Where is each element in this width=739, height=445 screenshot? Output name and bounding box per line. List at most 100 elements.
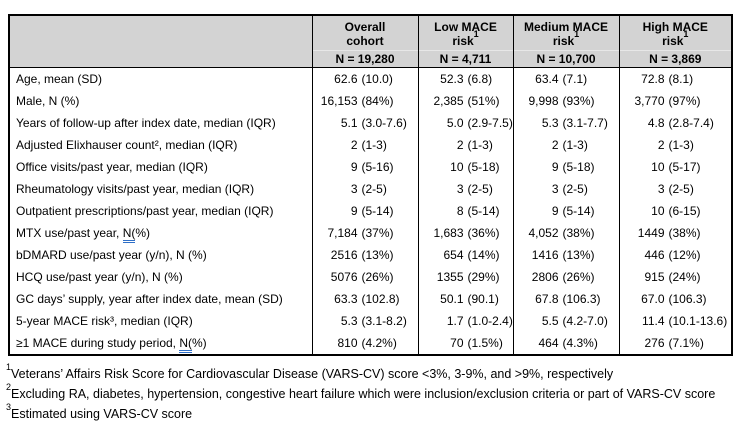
row-label: Years of follow-up after index date, med…	[8, 112, 313, 134]
value-cell: 5.3 (3.1-8.2)	[311, 310, 419, 332]
value-cell: 67.8 (106.3)	[512, 288, 620, 310]
table-row: bDMARD use/past year (y/n), N (%) 2516 (13…	[8, 244, 733, 266]
value-cell: 3 (2-5)	[512, 178, 620, 200]
row-label: 5-year MACE risk³, median (IQR)	[8, 310, 313, 332]
value-cell: 9 (5-16)	[311, 156, 419, 178]
table-row: MTX use/past year, N(%) 7,184 (37%) 1,683 (3…	[8, 222, 733, 244]
table-row: HCQ use/past year (y/n), N (%) 5076 (26%) 1…	[8, 266, 733, 288]
value-cell: 654 (14%)	[417, 244, 514, 266]
footnote-2: 2Excluding RA, diabetes, hypertension, c…	[6, 381, 735, 403]
table-row: Office visits/past year, median (IQR) 9 (5…	[8, 156, 733, 178]
footnote-3-text: Estimated using VARS-CV score	[11, 407, 193, 421]
footnote-1-text: Veterans’ Affairs Risk Score for Cardiov…	[11, 367, 614, 381]
footnote-2-marker: 2	[6, 381, 12, 392]
row-label: Age, mean (SD)	[8, 67, 313, 90]
value-cell: 70 (1.5%)	[417, 332, 514, 355]
table-row: Adjusted Elixhauser count², median (IQR)…	[8, 134, 733, 156]
row-label: Male, N (%)	[8, 90, 313, 112]
value-cell: 63.3 (102.8)	[311, 288, 419, 310]
footnote-1: 1Veterans’ Affairs Risk Score for Cardio…	[6, 361, 735, 383]
value-cell: 5.0 (2.9-7.5)	[417, 112, 514, 134]
value-cell: 50.1 (90.1)	[417, 288, 514, 310]
header-row: Overall cohort N = 19,280 Low MACE risk1 N = …	[8, 14, 733, 68]
column-header-4: High MACE risk1 N = 3,869	[618, 14, 733, 68]
value-cell: 276 (7.1%)	[618, 332, 733, 355]
row-label: Outpatient prescriptions/past year, medi…	[8, 200, 313, 222]
value-cell: 9 (5-18)	[512, 156, 620, 178]
value-cell: 2516 (13%)	[311, 244, 419, 266]
column-title: Low MACE risk1	[434, 20, 497, 48]
value-cell: 1449 (38%)	[618, 222, 733, 244]
value-cell: 52.3 (6.8)	[417, 67, 514, 90]
value-cell: 1,683 (36%)	[417, 222, 514, 244]
value-cell: 4.8 (2.8-7.4)	[618, 112, 733, 134]
value-cell: 3 (2-5)	[311, 178, 419, 200]
value-cell: 11.4 (10.1-13.6)	[618, 310, 733, 332]
corner-cell	[8, 14, 313, 68]
value-cell: 1355 (29%)	[417, 266, 514, 288]
table-row: Years of follow-up after index date, med…	[8, 112, 733, 134]
value-cell: 446 (12%)	[618, 244, 733, 266]
row-label: bDMARD use/past year (y/n), N (%)	[8, 244, 313, 266]
value-cell: 10 (5-17)	[618, 156, 733, 178]
value-cell: 810 (4.2%)	[311, 332, 419, 355]
column-header-3: Medium MACE risk1 N = 10,700	[512, 14, 620, 68]
value-cell: 1.7 (1.0-2.4)	[417, 310, 514, 332]
value-cell: 3,770 (97%)	[618, 90, 733, 112]
footnote-2-text: Excluding RA, diabetes, hypertension, co…	[11, 387, 716, 401]
column-header-2: Low MACE risk1 N = 4,711	[417, 14, 514, 68]
row-label: Office visits/past year, median (IQR)	[8, 156, 313, 178]
row-label: GC days’ supply, year after index date, …	[8, 288, 313, 310]
column-title: Overall cohort	[344, 20, 386, 48]
header-divider	[418, 50, 513, 51]
table-row: GC days’ supply, year after index date, …	[8, 288, 733, 310]
value-cell: 9 (5-14)	[311, 200, 419, 222]
column-n-count: N = 19,280	[335, 52, 395, 66]
row-label: Adjusted Elixhauser count², median (IQR)	[8, 134, 313, 156]
value-cell: 5.3 (3.1-7.7)	[512, 112, 620, 134]
value-cell: 1416 (13%)	[512, 244, 620, 266]
column-header-1: Overall cohort N = 19,280	[311, 14, 419, 68]
value-cell: 9 (5-14)	[512, 200, 620, 222]
value-cell: 464 (4.3%)	[512, 332, 620, 355]
value-cell: 63.4 (7.1)	[512, 67, 620, 90]
grammar-underline: N(	[122, 226, 136, 243]
value-cell: 9,998 (93%)	[512, 90, 620, 112]
header-divider	[312, 50, 418, 51]
footnote-1-marker: 1	[6, 361, 12, 372]
value-cell: 2806 (26%)	[512, 266, 620, 288]
value-cell: 72.8 (8.1)	[618, 67, 733, 90]
table-row: Outpatient prescriptions/past year, medi…	[8, 200, 733, 222]
row-label: MTX use/past year, N(%)	[8, 222, 313, 244]
value-cell: 5.1 (3.0-7.6)	[311, 112, 419, 134]
value-cell: 7,184 (37%)	[311, 222, 419, 244]
column-n-count: N = 4,711	[439, 52, 492, 66]
value-cell: 3 (2-5)	[417, 178, 514, 200]
value-cell: 2,385 (51%)	[417, 90, 514, 112]
footnotes: 1Veterans’ Affairs Risk Score for Cardio…	[6, 361, 735, 425]
column-n-count: N = 10,700	[536, 52, 596, 66]
header-divider	[619, 50, 731, 51]
row-label: ≥1 MACE during study period, N(%)	[8, 332, 313, 355]
table-row: Age, mean (SD) 62.6 (10.0) 52.3 (6.8) 63.4 (7.…	[8, 67, 733, 90]
grammar-underline: N(	[179, 336, 193, 353]
value-cell: 10 (5-18)	[417, 156, 514, 178]
value-cell: 16,153 (84%)	[311, 90, 419, 112]
value-cell: 5.5 (4.2-7.0)	[512, 310, 620, 332]
header-divider	[513, 50, 619, 51]
value-cell: 8 (5-14)	[417, 200, 514, 222]
value-cell: 5076 (26%)	[311, 266, 419, 288]
table-row: Male, N (%) 16,153 (84%) 2,385 (51%) 9,998 (93…	[8, 90, 733, 112]
footnote-3: 3Estimated using VARS-CV score	[6, 401, 735, 423]
row-label: HCQ use/past year (y/n), N (%)	[8, 266, 313, 288]
footnote-3-marker: 3	[6, 401, 12, 412]
value-cell: 62.6 (10.0)	[311, 67, 419, 90]
value-cell: 4,052 (38%)	[512, 222, 620, 244]
baseline-characteristics-table: Overall cohort N = 19,280 Low MACE risk1 N = …	[8, 14, 733, 356]
value-cell: 67.0 (106.3)	[618, 288, 733, 310]
value-cell: 915 (24%)	[618, 266, 733, 288]
value-cell: 3 (2-5)	[618, 178, 733, 200]
value-cell: 2 (1-3)	[311, 134, 419, 156]
value-cell: 10 (6-15)	[618, 200, 733, 222]
